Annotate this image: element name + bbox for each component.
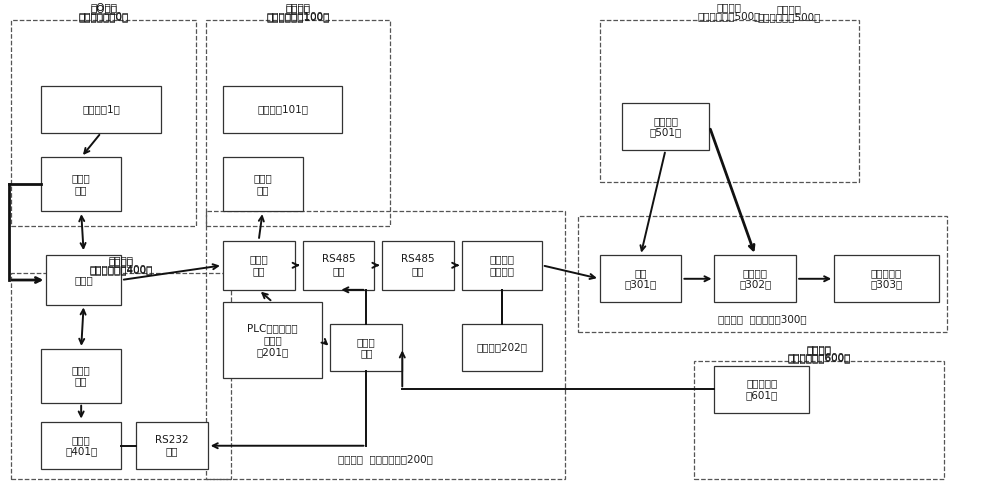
Bar [223,241,295,290]
Text: 第五装置: 第五装置 [777,4,802,14]
Bar [834,255,939,302]
Bar [578,216,947,332]
Bar [46,255,121,304]
Text: 以太网
接口: 以太网 接口 [249,254,268,276]
Text: 预测扰动源（600）: 预测扰动源（600） [787,353,851,363]
Text: 第一装置: 第一装置 [286,2,311,12]
Bar [41,157,121,211]
Text: 降温风扇
（501）: 降温风扇 （501） [649,116,682,138]
Bar [303,241,374,290]
Text: 预测扰动源（600）: 预测扰动源（600） [787,352,851,362]
Bar [41,349,121,403]
Bar [136,422,208,469]
Text: 控制决策器（0）: 控制决策器（0） [78,12,129,22]
Text: RS232
接口: RS232 接口 [155,435,189,456]
Bar [206,211,565,479]
Bar [714,255,796,302]
Text: 测速编码器
（303）: 测速编码器 （303） [870,268,903,290]
Text: PLC可编程逻辑
控制器
（201）: PLC可编程逻辑 控制器 （201） [247,324,298,357]
Text: RS485
接口: RS485 接口 [401,254,435,276]
Text: 在线预测器（400）: 在线预测器（400） [89,264,153,274]
Bar [206,20,390,226]
Text: 计算机（1）: 计算机（1） [82,104,120,114]
Bar [223,157,303,211]
Text: 第二装置  控制执行器（200）: 第二装置 控制执行器（200） [338,454,433,464]
Text: 在线整定器（100）: 在线整定器（100） [266,11,330,21]
Bar [11,20,196,226]
Bar [223,302,322,378]
Text: 传感器
接口: 传感器 接口 [357,337,376,358]
Bar [622,103,709,150]
Text: 计算机
（401）: 计算机 （401） [65,435,97,456]
Bar [41,86,161,133]
Text: 电机
（301）: 电机 （301） [624,268,657,290]
Bar [382,241,454,290]
Bar [330,324,402,371]
Text: 控制扰动源（500）: 控制扰动源（500） [698,11,761,21]
Text: 以太网
接口: 以太网 接口 [72,365,91,387]
Bar [600,255,681,302]
Bar [714,366,809,413]
Text: 三项交流
输出接口: 三项交流 输出接口 [489,254,514,276]
Bar [600,20,859,182]
Text: 变频器（202）: 变频器（202） [476,343,527,352]
Text: 在线预测器（400）: 在线预测器（400） [89,265,153,275]
Bar [223,86,342,133]
Text: 温度传感器
（601）: 温度传感器 （601） [746,379,778,400]
Bar [694,361,944,479]
Text: 以太网
接口: 以太网 接口 [253,173,272,195]
Bar [11,273,231,479]
Text: 负载风扇
（302）: 负载风扇 （302） [739,268,771,290]
Bar [462,324,542,371]
Text: 控制决策器（0）: 控制决策器（0） [78,11,129,21]
Text: 第六装置: 第六装置 [807,344,832,354]
Text: 第四装置: 第四装置 [109,257,134,267]
Bar [462,241,542,290]
Text: 控制扰动源（500）: 控制扰动源（500） [758,12,821,22]
Bar [41,422,121,469]
Text: 第一装置: 第一装置 [286,4,311,14]
Text: 第六装置: 第六装置 [807,345,832,355]
Text: 在线整定器（100）: 在线整定器（100） [266,12,330,22]
Text: 第三装置  被控对象（300）: 第三装置 被控对象（300） [718,314,807,324]
Text: 以太网
接口: 以太网 接口 [72,173,91,195]
Text: RS485
接口: RS485 接口 [322,254,355,276]
Text: 第O装置: 第O装置 [90,4,117,14]
Text: 交换机: 交换机 [74,275,93,285]
Text: 计算机（101）: 计算机（101） [257,104,308,114]
Text: 第O装置: 第O装置 [90,2,117,12]
Text: 第五装置: 第五装置 [717,2,742,12]
Text: 第四装置: 第四装置 [109,255,134,265]
